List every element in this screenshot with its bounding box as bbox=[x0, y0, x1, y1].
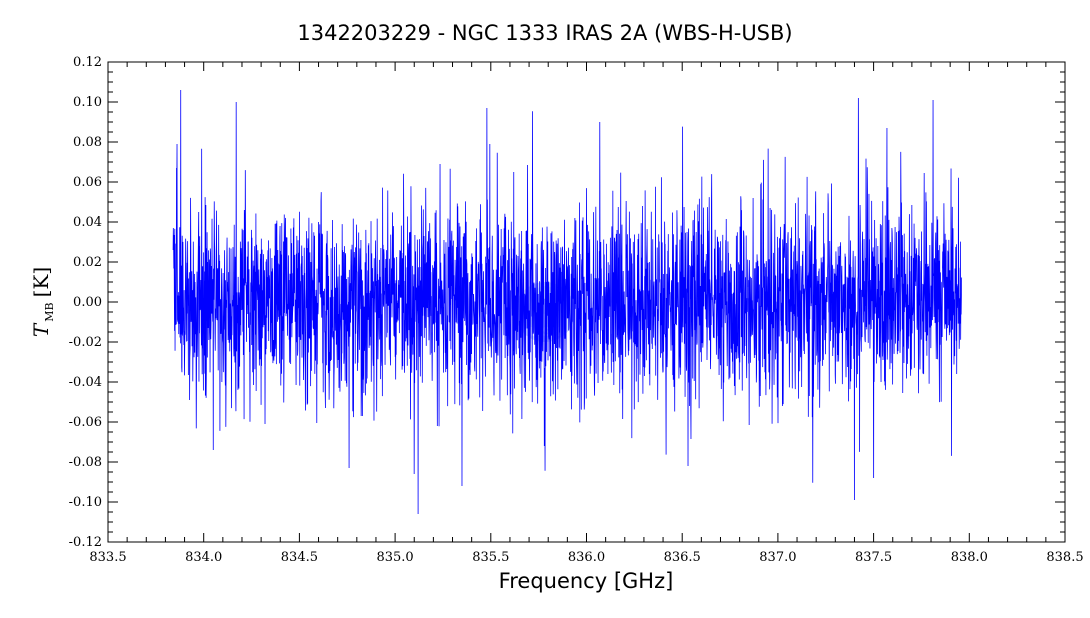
y-axis-label-unit: [K] bbox=[29, 267, 53, 298]
spectrum-series-line bbox=[172, 89, 963, 515]
x-axis-label: Frequency [GHz] bbox=[499, 569, 674, 593]
y-tick-label: 0.10 bbox=[73, 95, 102, 110]
y-axis-label: TMB [K] bbox=[29, 267, 56, 337]
x-tick-label: 837.5 bbox=[855, 550, 892, 565]
plot-frame bbox=[107, 61, 1066, 543]
x-tick-label: 838.5 bbox=[1046, 550, 1083, 565]
y-tick-label: 0.06 bbox=[73, 175, 102, 190]
y-tick-label: -0.08 bbox=[69, 455, 102, 470]
spectrum-line-group bbox=[172, 89, 963, 515]
x-tick-label: 834.5 bbox=[281, 550, 318, 565]
x-tick-label: 833.5 bbox=[89, 550, 126, 565]
y-tick-label: -0.10 bbox=[69, 495, 102, 510]
y-tick-label: 0.04 bbox=[73, 215, 102, 230]
y-tick-label: 0.12 bbox=[73, 55, 102, 70]
y-tick-label: -0.12 bbox=[69, 535, 102, 550]
y-tick-label: -0.06 bbox=[69, 415, 102, 430]
y-tick-label: 0.02 bbox=[73, 255, 102, 270]
x-tick-label: 834.0 bbox=[185, 550, 222, 565]
x-tick-label: 837.0 bbox=[759, 550, 796, 565]
y-tick-label: 0.00 bbox=[73, 295, 102, 310]
y-tick-label: -0.04 bbox=[69, 375, 102, 390]
y-tick-label: -0.02 bbox=[69, 335, 102, 350]
y-axis-ticks: -0.12 -0.10 -0.08 -0.06 -0.04 -0.02 0.00 0.02 0.… bbox=[69, 55, 1065, 550]
y-axis-label-main: T bbox=[29, 322, 53, 337]
svg-text:TMB[K]: TMB [K] bbox=[29, 267, 56, 337]
chart-title: 1342203229 - NGC 1333 IRAS 2A (WBS-H-USB… bbox=[297, 21, 792, 45]
x-tick-label: 836.0 bbox=[568, 550, 605, 565]
y-tick-label: 0.08 bbox=[73, 135, 102, 150]
y-axis-label-sub: MB bbox=[43, 302, 56, 321]
x-tick-label: 835.5 bbox=[472, 550, 509, 565]
x-tick-label: 838.0 bbox=[951, 550, 988, 565]
x-tick-label: 835.0 bbox=[376, 550, 413, 565]
x-tick-label: 836.5 bbox=[664, 550, 701, 565]
